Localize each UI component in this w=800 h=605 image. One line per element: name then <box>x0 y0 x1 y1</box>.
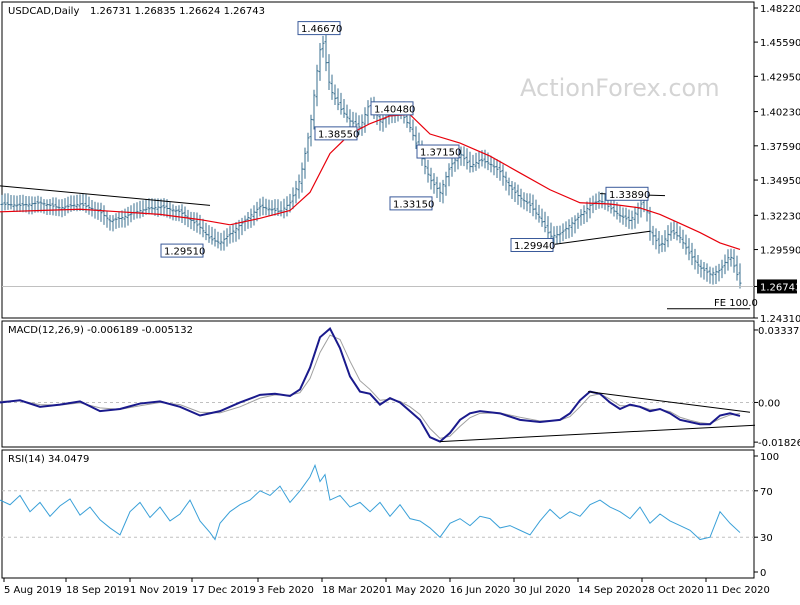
price-trendline <box>554 230 651 245</box>
x-tick-label: 18 Mar 2020 <box>322 585 385 596</box>
price-tick-label: 1.45590 <box>760 38 800 49</box>
price-annotation-label: 1.33890 <box>609 190 650 201</box>
macd-tick-label: -0.018262 <box>758 438 800 449</box>
macd-signal-line <box>0 334 741 439</box>
macd-lines <box>0 327 756 443</box>
x-tick-label: 28 Oct 2020 <box>642 585 704 596</box>
price-annotation-label: 1.29510 <box>164 247 205 258</box>
price-annotation-box <box>297 21 341 36</box>
price-tick-label: 1.40230 <box>760 108 800 119</box>
price-annotation-label: 1.46670 <box>301 24 342 35</box>
rsi-y-axis: 100 70 30 0 <box>754 452 779 579</box>
price-annotation-box <box>160 243 204 258</box>
x-tick-label: 30 Jul 2020 <box>514 585 571 596</box>
macd-title: MACD(12,26,9) -0.006189 -0.005132 <box>8 325 193 336</box>
price-annotation-box <box>389 196 433 211</box>
watermark-text: ActionForex.com <box>520 74 720 102</box>
fe-label: FE 100.0 <box>714 298 758 309</box>
macd-tick-label: 0.00 <box>758 398 780 409</box>
macd-panel-frame <box>1 320 755 448</box>
rsi-line <box>0 463 741 541</box>
rsi-lines <box>0 463 754 541</box>
price-annotation-label: 1.37150 <box>420 148 461 159</box>
x-tick-label: 18 Sep 2019 <box>66 585 129 596</box>
price-annotation-label: 1.38550 <box>318 129 359 140</box>
rsi-tick-label: 70 <box>760 487 773 498</box>
rsi-tick-label: 0 <box>760 568 766 579</box>
macd-trendline <box>439 424 756 443</box>
rsi-tick-label: 100 <box>760 452 779 463</box>
price-annotation-label: 1.29940 <box>514 241 555 252</box>
price-annotation-label: 1.40480 <box>374 104 415 115</box>
price-annotation-box <box>605 186 649 201</box>
x-tick-label: 3 Feb 2020 <box>258 585 314 596</box>
current-price-box <box>757 279 797 294</box>
price-tick-label: 1.37590 <box>760 142 800 153</box>
x-tick-label: 14 Sep 2020 <box>578 585 641 596</box>
current-price-label: 1.26743 <box>760 282 800 293</box>
price-trendline <box>0 185 211 206</box>
price-annotations: 1.46670 1.40480 1.38550 1.37150 1.33150 1.338… <box>160 21 650 258</box>
price-panel-frame <box>1 1 755 319</box>
price-annotation-label: 1.33150 <box>393 199 434 210</box>
macd-y-axis: 0.03337 0.00 -0.018262 <box>754 326 800 449</box>
macd-trendline <box>587 391 751 413</box>
x-tick-label: 11 Dec 2020 <box>706 585 770 596</box>
x-axis: 5 Aug 2019 18 Sep 2019 1 Nov 2019 17 Dec 20… <box>3 578 770 596</box>
rsi-title: RSI(14) 34.0479 <box>8 454 89 465</box>
price-tick-label: 1.48220 <box>760 4 800 15</box>
price-candles <box>0 33 742 289</box>
price-annotation-box <box>314 126 358 141</box>
price-annotation-box <box>510 238 554 253</box>
rsi-panel-frame <box>1 449 755 579</box>
price-annotation-box <box>416 144 460 159</box>
price-y-axis: 1.48220 1.45590 1.42950 1.40230 1.37590 1.349… <box>754 4 800 325</box>
x-tick-label: 17 Dec 2019 <box>192 585 256 596</box>
price-tick-label: 1.24310 <box>760 314 800 325</box>
rsi-tick-label: 30 <box>760 533 773 544</box>
price-tick-label: 1.29590 <box>760 246 800 257</box>
x-tick-label: 16 Jun 2020 <box>450 585 510 596</box>
macd-tick-label: 0.03337 <box>758 326 799 337</box>
ohlc-label: 1.26731 1.26835 1.26624 1.26743 <box>90 6 265 17</box>
x-tick-label: 5 Aug 2019 <box>4 585 62 596</box>
x-tick-label: 1 Nov 2019 <box>130 585 188 596</box>
macd-main-line <box>0 327 741 443</box>
price-tick-label: 1.34950 <box>760 176 800 187</box>
price-annotation-box <box>370 101 414 116</box>
symbol-label: USDCAD,Daily <box>8 6 79 17</box>
x-tick-label: 1 May 2020 <box>386 585 445 596</box>
price-tick-label: 1.32230 <box>760 211 800 222</box>
price-tick-label: 1.42950 <box>760 72 800 83</box>
